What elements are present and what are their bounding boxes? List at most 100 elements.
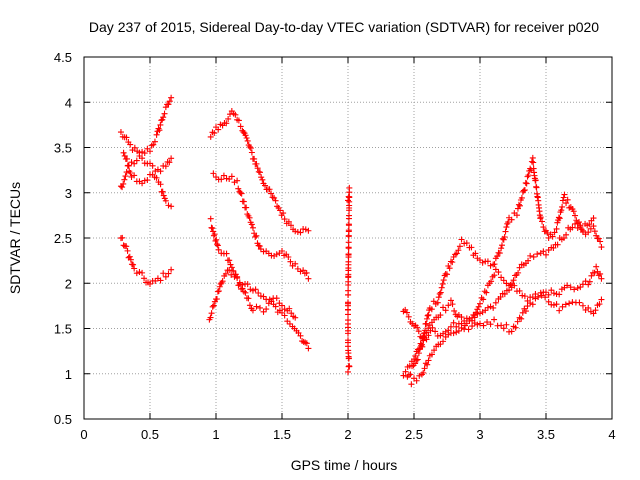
data-point: [418, 342, 425, 349]
x-tick-label: 0: [80, 427, 87, 442]
data-point: [553, 301, 560, 308]
data-point: [562, 301, 569, 308]
data-point: [524, 173, 531, 180]
data-point: [147, 280, 153, 287]
data-point: [564, 196, 571, 203]
data-point: [162, 197, 169, 204]
data-point: [240, 129, 247, 136]
data-point: [498, 322, 505, 329]
data-point: [215, 288, 222, 295]
data-point: [345, 355, 352, 362]
data-point: [253, 232, 260, 239]
data-point: [578, 226, 585, 233]
data-point: [479, 259, 486, 266]
data-point: [539, 218, 546, 225]
data-point: [260, 308, 267, 315]
data-point: [131, 144, 138, 151]
data-point: [521, 187, 528, 194]
data-point: [550, 302, 557, 309]
data-point: [511, 282, 518, 289]
data-point: [160, 114, 167, 121]
data-point: [413, 357, 420, 364]
data-point: [345, 215, 352, 222]
data-point: [420, 337, 427, 344]
data-point: [245, 295, 252, 302]
data-point: [446, 265, 453, 272]
data-point: [152, 277, 159, 284]
y-tick-label: 1: [65, 367, 72, 382]
data-point: [449, 301, 456, 308]
data-point: [440, 304, 447, 311]
data-point: [207, 314, 214, 321]
data-point: [258, 174, 265, 181]
data-point: [139, 269, 146, 276]
data-point: [530, 159, 537, 166]
data-point: [211, 130, 218, 137]
data-point: [119, 234, 126, 241]
data-point: [514, 318, 521, 325]
data-point: [230, 268, 237, 275]
data-point: [545, 247, 552, 254]
data-point: [226, 176, 233, 183]
data-point: [484, 258, 491, 265]
plot-frame: [83, 56, 613, 420]
data-point: [503, 321, 510, 328]
data-point: [543, 251, 549, 258]
data-point: [242, 289, 249, 296]
data-point: [228, 264, 235, 271]
x-axis-label: GPS time / hours: [291, 457, 398, 473]
data-point: [588, 272, 595, 279]
data-point: [246, 214, 253, 221]
data-point: [518, 194, 525, 201]
data-point: [553, 225, 560, 232]
data-point: [413, 377, 420, 384]
data-point: [500, 325, 507, 332]
data-point: [585, 229, 592, 236]
data-point: [422, 360, 429, 367]
data-point: [412, 352, 419, 359]
data-point: [424, 361, 431, 368]
data-point: [423, 315, 430, 322]
chart-title: Day 237 of 2015, Sidereal Day-to-day VTE…: [89, 19, 599, 35]
data-point: [242, 132, 249, 139]
data-point: [302, 226, 309, 233]
data-point: [211, 231, 218, 238]
data-point: [475, 303, 482, 310]
data-point: [408, 381, 415, 388]
data-point: [516, 202, 523, 209]
data-point: [518, 315, 525, 322]
data-point: [246, 143, 253, 150]
data-point: [542, 294, 549, 301]
data-point: [139, 155, 146, 162]
data-point: [450, 319, 457, 326]
data-point: [425, 357, 432, 364]
data-point: [522, 308, 529, 315]
data-point: [294, 265, 301, 272]
data-point: [439, 280, 446, 287]
data-point: [160, 270, 167, 277]
data-point: [248, 221, 255, 228]
data-point: [477, 300, 483, 307]
data-point: [559, 203, 566, 210]
data-point: [117, 129, 124, 136]
data-point: [279, 309, 285, 316]
data-point: [450, 330, 457, 337]
data-point: [477, 257, 483, 264]
data-point: [574, 285, 581, 292]
data-point: [524, 303, 531, 310]
data-point: [491, 316, 498, 323]
data-point: [525, 257, 532, 264]
data-point: [345, 300, 351, 307]
data-point: [400, 372, 407, 379]
data-point: [287, 258, 294, 265]
data-point: [414, 356, 421, 363]
data-point: [272, 303, 279, 310]
data-point: [256, 243, 263, 250]
data-point: [414, 324, 421, 331]
data-point: [465, 326, 472, 333]
data-point: [416, 372, 423, 379]
data-point: [136, 269, 143, 276]
data-point: [269, 194, 276, 201]
data-point: [519, 292, 526, 299]
